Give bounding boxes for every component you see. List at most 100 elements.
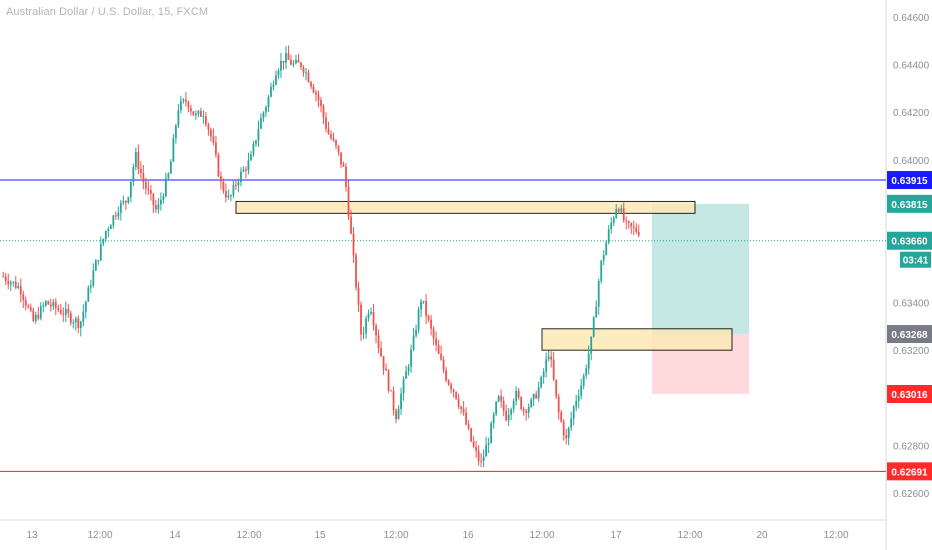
candle-body <box>147 188 150 191</box>
candle-body <box>12 281 15 283</box>
candle-body <box>452 389 455 392</box>
candle-body <box>177 110 180 126</box>
candle-body <box>217 154 220 177</box>
price-label-box <box>887 325 932 344</box>
candle-body <box>500 396 503 402</box>
candle-body <box>547 356 550 360</box>
candle-body <box>600 260 603 281</box>
candle-body <box>2 276 5 278</box>
candle-body <box>34 314 37 321</box>
candle-body <box>402 378 405 394</box>
candle-body <box>372 311 375 326</box>
candle-body <box>302 67 305 73</box>
demand-zone-box[interactable] <box>541 328 733 351</box>
candle-body <box>54 301 57 309</box>
candle-body <box>510 409 513 415</box>
candle-body <box>197 110 200 114</box>
supply-zone-box[interactable] <box>235 200 696 214</box>
candle-body <box>250 154 252 161</box>
y-tick-label: 0.64000 <box>893 156 930 167</box>
candle-body <box>42 305 45 307</box>
candle-body <box>470 428 473 442</box>
candle-body <box>622 208 625 221</box>
x-tick-label: 12:00 <box>823 530 848 541</box>
candle-body <box>395 410 397 420</box>
candle-body <box>99 243 102 261</box>
candle-body <box>565 435 568 439</box>
candle-body <box>134 151 137 167</box>
candle-body <box>245 169 247 171</box>
candle-body <box>255 140 257 144</box>
candle-body <box>64 309 67 315</box>
candle-body <box>570 418 573 428</box>
candle-body <box>102 238 105 244</box>
candle-body <box>620 208 623 212</box>
candle-body <box>455 391 458 399</box>
y-tick-label: 0.63200 <box>893 346 930 357</box>
candle-body <box>297 59 300 63</box>
candle-body <box>527 406 530 413</box>
candle-body <box>425 300 427 317</box>
candle-body <box>385 368 387 371</box>
candle-body <box>475 446 478 451</box>
candle-body <box>532 394 535 400</box>
candle-body <box>109 225 112 230</box>
candle-body <box>19 286 22 295</box>
candle-body <box>252 143 255 155</box>
candle-body <box>347 186 350 217</box>
price-label-text: 0.63915 <box>891 176 928 187</box>
candle-body <box>627 221 630 224</box>
candle-body <box>457 398 460 407</box>
candle-body <box>580 385 583 396</box>
candle-body <box>352 233 355 256</box>
candle-body <box>207 124 210 130</box>
candle-body <box>357 287 360 305</box>
candle-body <box>577 395 580 401</box>
candle-body <box>52 301 55 307</box>
target-zone[interactable] <box>652 203 749 335</box>
candle-body <box>355 255 357 288</box>
candle-body <box>525 410 528 413</box>
candle-body <box>405 371 407 379</box>
candle-body <box>257 128 260 141</box>
candle-body <box>392 391 395 411</box>
candle-body <box>637 231 640 236</box>
candle-body <box>617 209 620 212</box>
candle-body <box>202 116 205 118</box>
candle-body <box>270 86 272 97</box>
candle-body <box>189 108 192 112</box>
candle-body <box>625 220 628 222</box>
candle-body <box>435 338 437 345</box>
candle-body <box>285 53 287 63</box>
candle-body <box>530 399 533 407</box>
candle-body <box>280 60 282 71</box>
candle-body <box>195 113 197 116</box>
candle-body <box>27 305 30 308</box>
candle-body <box>332 138 335 141</box>
candle-body <box>610 222 613 230</box>
candle-body <box>540 376 543 388</box>
candle-body <box>595 306 598 318</box>
candle-body <box>69 313 72 323</box>
candle-body <box>480 460 483 462</box>
candle-body <box>320 99 322 107</box>
candle-body <box>172 138 175 162</box>
candle-body <box>522 408 525 411</box>
candle-body <box>517 390 520 398</box>
candle-body <box>562 421 565 436</box>
countdown-text: 03:41 <box>903 256 929 267</box>
candle-body <box>267 96 270 108</box>
candle-body <box>167 173 170 179</box>
candle-body <box>265 107 267 113</box>
candle-body <box>232 184 235 196</box>
candle-body <box>460 406 463 409</box>
x-tick-label: 15 <box>314 530 326 541</box>
candle-body <box>222 181 225 192</box>
candle-body <box>602 255 605 261</box>
candle-body <box>4 276 7 281</box>
candle-body <box>367 313 370 319</box>
candle-body <box>72 322 75 324</box>
candle-body <box>29 307 32 311</box>
candle-body <box>587 353 590 369</box>
